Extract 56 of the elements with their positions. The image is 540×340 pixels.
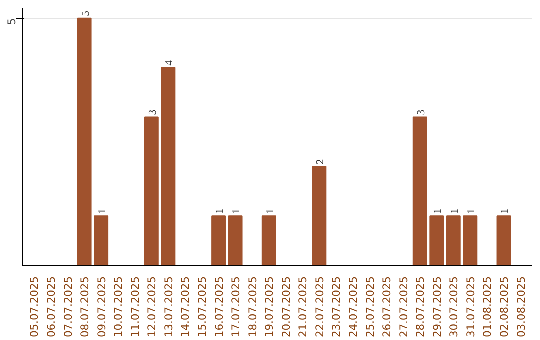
x-tick-label: 23.07.2025 [330,276,344,338]
x-tick-label: 11.07.2025 [128,276,142,338]
x-tick-label: 18.07.2025 [246,276,260,338]
x-tick-label: 13.07.2025 [162,276,176,338]
x-tick-label: 22.07.2025 [313,276,326,338]
bar [463,216,478,266]
x-tick-label: 03.08.2025 [514,276,528,338]
data-label: 3 [416,110,428,116]
data-label: 1 [265,208,276,214]
x-tick-label: 15.07.2025 [196,276,210,338]
data-label: 4 [164,60,176,66]
bar [228,216,243,266]
x-tick-label: 17.07.2025 [230,276,243,338]
bar [77,18,92,266]
x-tick-label: 05.07.2025 [28,276,42,338]
x-tick-label: 01.08.2025 [481,276,494,338]
data-label: 1 [466,208,478,214]
data-label: 1 [433,208,444,214]
x-tick-label: 16.07.2025 [212,276,226,338]
x-tick-label: 26.07.2025 [380,276,394,338]
x-tick-label: 10.07.2025 [112,276,126,338]
x-tick-label: 24.07.2025 [346,276,360,338]
x-tick-label: 06.07.2025 [45,276,58,338]
x-tick-label: 28.07.2025 [414,276,428,338]
bar [496,216,512,266]
data-label: 1 [214,208,226,214]
data-label: 2 [316,159,327,165]
bar [94,216,109,266]
data-label: 3 [148,110,159,116]
data-label: 5 [80,11,92,16]
x-tick-label: 12.07.2025 [146,276,159,338]
x-tick-label: 30.07.2025 [448,276,461,338]
bar [161,67,176,266]
bar [446,216,461,266]
data-label: 1 [500,208,512,214]
x-tick-label: 27.07.2025 [397,276,410,338]
x-tick-label: 08.07.2025 [78,276,92,338]
x-tick-label: 31.07.2025 [464,276,478,338]
bar [430,216,444,266]
x-tick-label: 25.07.2025 [364,276,377,338]
data-label: 1 [450,208,461,214]
x-tick-label: 21.07.2025 [296,276,310,338]
data-label: 1 [98,208,109,214]
x-tick-label: 14.07.2025 [179,276,192,338]
bar [212,216,226,266]
bar [262,216,276,266]
bar [412,116,428,266]
x-tick-label: 20.07.2025 [280,276,293,338]
x-tick-label: 09.07.2025 [95,276,108,338]
x-tick-label: 29.07.2025 [430,276,444,338]
x-tick-label: 19.07.2025 [263,276,276,338]
x-tick-label: 07.07.2025 [62,276,75,338]
bar [312,166,327,266]
bar [144,116,159,266]
data-label: 1 [232,208,243,214]
x-tick-label: 02.08.2025 [498,276,511,338]
